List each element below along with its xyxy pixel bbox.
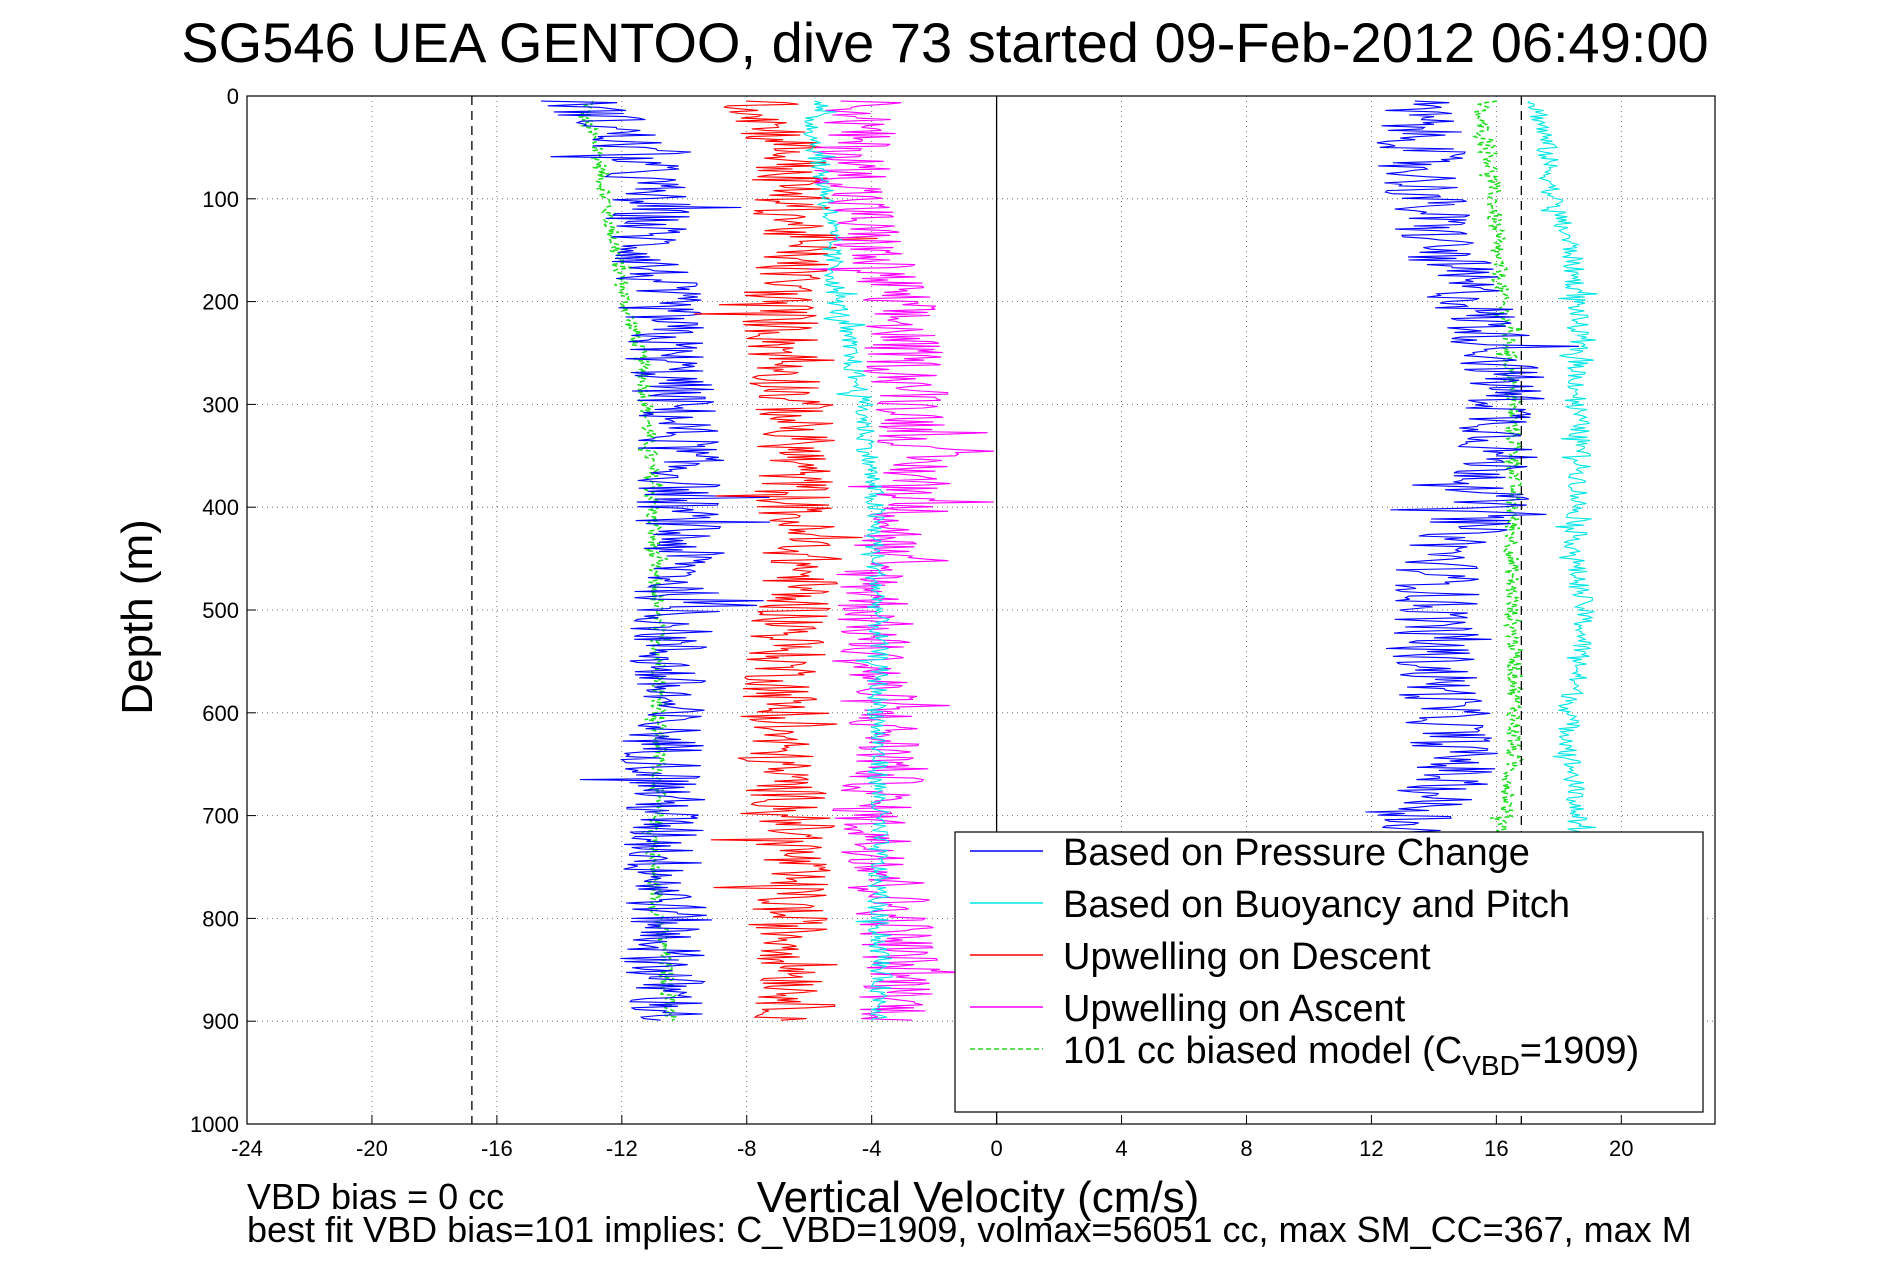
y-tick-label: 100 xyxy=(202,187,239,212)
y-tick-label: 900 xyxy=(202,1009,239,1034)
y-tick-label: 0 xyxy=(227,84,239,109)
x-tick-label: 8 xyxy=(1240,1136,1252,1161)
x-ticks: -24 -20 -16 -12 -8 -4 0 4 8 12 16 20 xyxy=(231,1115,1634,1161)
y-tick-label: 1000 xyxy=(190,1112,239,1137)
x-axis-label: Vertical Velocity (cm/s) xyxy=(757,1173,1200,1222)
x-tick-label: 0 xyxy=(990,1136,1002,1161)
y-tick-label: 800 xyxy=(202,906,239,931)
y-tick-label: 600 xyxy=(202,701,239,726)
series-based-on-buoyancy-and-pitch-ascent xyxy=(1527,100,1598,867)
chart-title: SG546 UEA GENTOO, dive 73 started 09-Feb… xyxy=(181,11,1708,74)
x-tick-label: -12 xyxy=(606,1136,638,1161)
x-tick-label: -8 xyxy=(737,1136,757,1161)
legend-label: Based on Buoyancy and Pitch xyxy=(1063,884,1570,926)
series-101-cc-biased-model-c-vbd-1909-ascent xyxy=(1471,100,1525,867)
series-based-on-buoyancy-and-pitch-descent xyxy=(802,100,893,1021)
x-tick-label: 12 xyxy=(1359,1136,1383,1161)
annotation-best-fit: best fit VBD bias=101 implies: C_VBD=190… xyxy=(247,1209,1692,1250)
annotation-vbd-bias: VBD bias = 0 cc xyxy=(247,1176,504,1217)
series-101-cc-biased-model-c-vbd-1909-descent xyxy=(578,100,679,1021)
legend-label: Upwelling on Ascent xyxy=(1063,988,1406,1030)
legend-label: Upwelling on Descent xyxy=(1063,936,1431,978)
series-layer xyxy=(541,100,1598,1021)
legend: Based on Pressure Change Based on Buoyanc… xyxy=(954,831,1704,1113)
legend-label: Based on Pressure Change xyxy=(1063,832,1530,874)
y-tick-label: 700 xyxy=(202,804,239,829)
x-tick-label: -4 xyxy=(862,1136,882,1161)
series-upwelling-on-descent xyxy=(694,100,878,1021)
x-tick-label: 16 xyxy=(1484,1136,1508,1161)
series-based-on-pressure-change-ascent xyxy=(1324,100,1580,867)
y-tick-label: 500 xyxy=(202,598,239,623)
series-upwelling-on-ascent xyxy=(809,100,995,1021)
x-tick-label: -20 xyxy=(356,1136,388,1161)
y-ticks: 0 100 200 300 400 500 600 700 800 900 1000 xyxy=(190,84,256,1137)
y-tick-label: 400 xyxy=(202,495,239,520)
y-tick-label: 200 xyxy=(202,290,239,315)
series-based-on-pressure-change-descent xyxy=(541,100,771,1021)
x-tick-label: -24 xyxy=(231,1136,263,1161)
legend-box xyxy=(954,831,1704,1113)
y-tick-label: 300 xyxy=(202,392,239,417)
x-tick-label: -16 xyxy=(481,1136,513,1161)
y-axis-label: Depth (m) xyxy=(113,519,162,715)
x-tick-label: 4 xyxy=(1115,1136,1127,1161)
x-tick-label: 20 xyxy=(1609,1136,1633,1161)
